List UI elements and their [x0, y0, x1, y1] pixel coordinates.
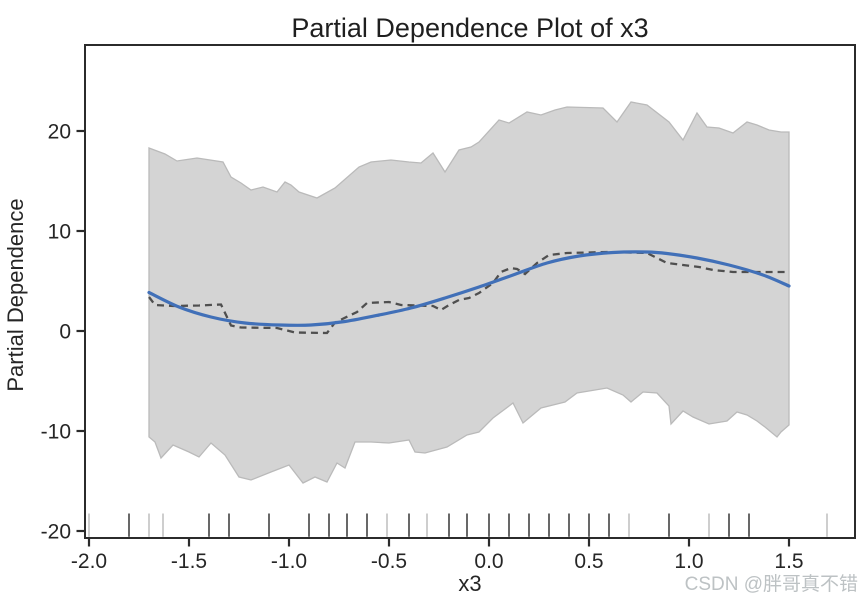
smoothed-partial-dependence-line [147, 250, 791, 327]
raw-partial-dependence-line [148, 250, 789, 335]
x-tick-label: -1.0 [271, 550, 307, 573]
x-tick-label: -2.0 [71, 550, 107, 573]
y-tick-label: -10 [41, 421, 71, 444]
watermark: CSDN @胖哥真不错 [685, 573, 858, 595]
x-tick-label: 0.5 [574, 550, 603, 573]
x-tick-label: -1.5 [171, 550, 207, 573]
x-tick-label: 1.0 [674, 550, 703, 573]
y-axis-ticks: -20 -10 0 10 20 [41, 121, 85, 544]
y-axis-label: Partial Dependence [3, 198, 28, 391]
y-tick-label: 0 [59, 321, 71, 344]
x-tick-label: 0.0 [474, 550, 503, 573]
y-tick-label: 10 [48, 221, 71, 244]
y-tick-label: -20 [41, 521, 71, 544]
rug-marks [88, 513, 828, 537]
x-tick-label: -0.5 [371, 550, 407, 573]
chart-title: Partial Dependence Plot of x3 [291, 13, 648, 43]
plot-border [84, 44, 856, 539]
x-axis-ticks: -2.0 -1.5 -1.0 -0.5 0.0 0.5 1.0 1.5 [71, 538, 804, 573]
x-tick-label: 1.5 [774, 550, 803, 573]
x-axis-label: x3 [458, 571, 481, 596]
y-tick-label: 20 [48, 121, 71, 144]
confidence-band [148, 101, 790, 484]
